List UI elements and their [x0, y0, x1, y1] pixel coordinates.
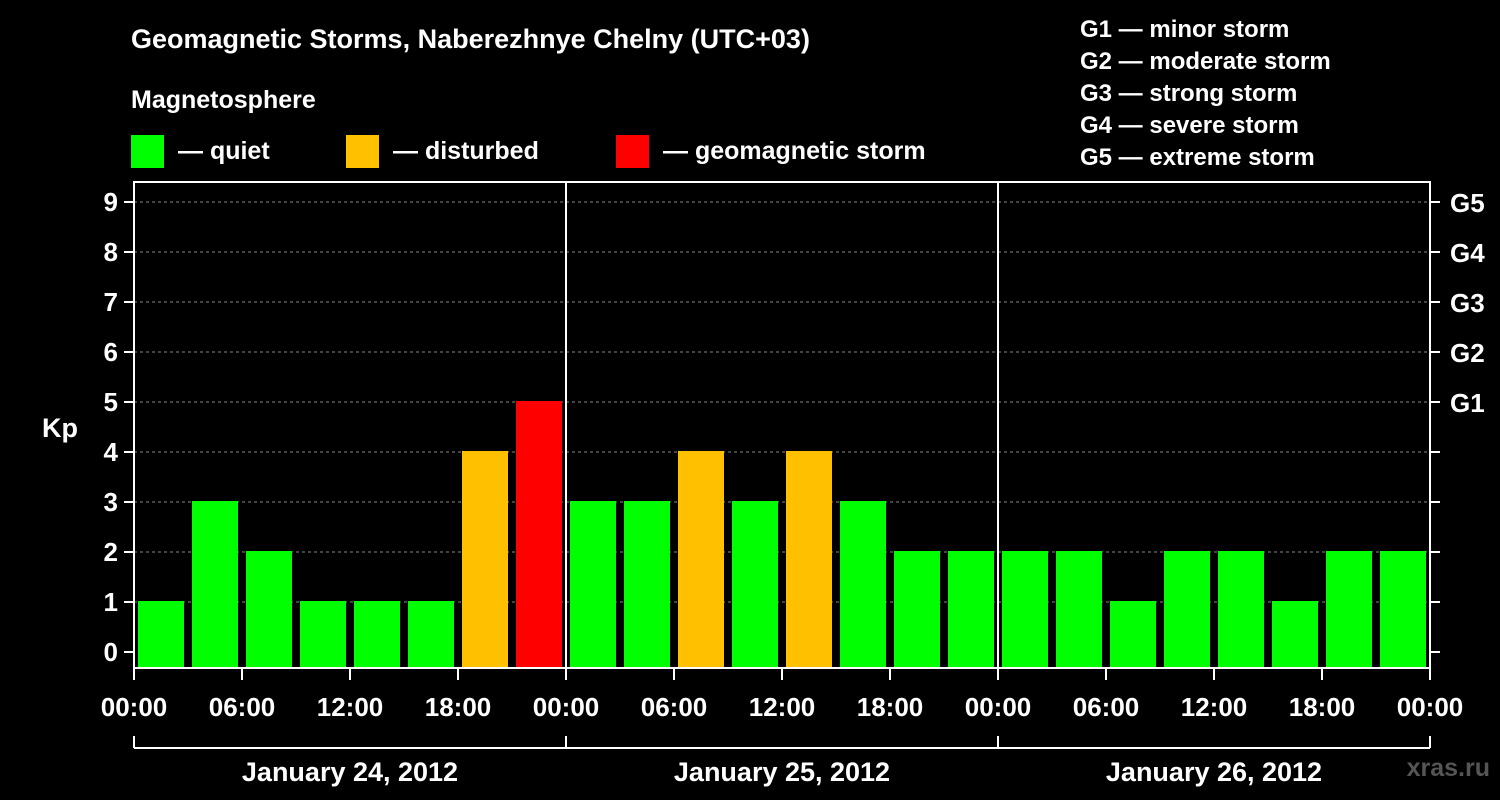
x-tick-label: 18:00 [425, 692, 492, 722]
y-axis-title: Kp [42, 413, 78, 443]
kp-bar [1272, 601, 1318, 668]
y-tick-label: 9 [104, 187, 118, 217]
kp-bar [678, 451, 724, 668]
storm-scale-g5: G5 — extreme storm [1080, 144, 1315, 171]
legend-storm-swatch [616, 134, 649, 168]
y-tick-label: 4 [104, 437, 119, 467]
kp-bar [1380, 551, 1426, 668]
credit-watermark: xras.ru [1406, 754, 1490, 782]
x-tick-label: 00:00 [533, 692, 600, 722]
kp-bar [894, 551, 940, 668]
kp-bar [1326, 551, 1372, 668]
kp-bar [462, 451, 508, 668]
kp-bar [1110, 601, 1156, 668]
grid-lines [134, 201, 1430, 603]
day-label: January 24, 2012 [242, 757, 458, 787]
y-tick-label: 1 [104, 587, 118, 617]
kp-bar [300, 601, 346, 668]
legend-disturbed-label: — disturbed [393, 136, 539, 165]
x-tick-label: 06:00 [1073, 692, 1140, 722]
kp-bar [1218, 551, 1264, 668]
storm-scale-g2: G2 — moderate storm [1080, 48, 1331, 75]
kp-bar [624, 501, 670, 668]
kp-bar [1164, 551, 1210, 668]
y-tick-label: 5 [104, 387, 118, 417]
y-tick-label: 8 [104, 237, 118, 267]
y-tick-label: 7 [104, 287, 118, 317]
legend-quiet-label: — quiet [178, 136, 270, 165]
day-label: January 26, 2012 [1106, 757, 1322, 787]
axis-labels: 0 1 2 3 4 5 6 7 8 9 G1 G2 G3 G4 G5 Kp 00:00 06:00 12:00 18:… [42, 187, 1485, 787]
x-tick-label: 12:00 [1181, 692, 1248, 722]
g-scale-label: G1 [1450, 388, 1485, 418]
storm-scale-g1: G1 — minor storm [1080, 16, 1290, 43]
day-label: January 25, 2012 [674, 757, 890, 787]
x-tick-label: 00:00 [965, 692, 1032, 722]
g-scale-label: G5 [1450, 188, 1485, 218]
x-tick-label: 06:00 [641, 692, 708, 722]
kp-bar [786, 451, 832, 668]
kp-bar [516, 401, 562, 668]
kp-bar [408, 601, 454, 668]
y-tick-label: 2 [104, 537, 118, 567]
x-tick-label: 18:00 [1289, 692, 1356, 722]
kp-bar [192, 501, 238, 668]
g-scale-label: G3 [1450, 288, 1485, 318]
kp-bar [570, 501, 616, 668]
g-scale-label: G4 [1450, 238, 1485, 268]
legend-quiet-swatch [131, 134, 164, 168]
kp-bars [138, 401, 1426, 668]
storm-scale-g4: G4 — severe storm [1080, 112, 1299, 139]
kp-bar [1002, 551, 1048, 668]
storm-scale-g3: G3 — strong storm [1080, 80, 1298, 107]
y-tick-label: 3 [104, 487, 118, 517]
x-tick-label: 00:00 [101, 692, 168, 722]
kp-bar [246, 551, 292, 668]
legend-quiet: — quiet [131, 134, 270, 168]
legend-storm-label: — geomagnetic storm [663, 136, 926, 165]
x-tick-label: 18:00 [857, 692, 924, 722]
x-tick-label: 06:00 [209, 692, 276, 722]
legend-disturbed: — disturbed [346, 134, 539, 168]
chart-title: Geomagnetic Storms, Naberezhnye Chelny (… [131, 24, 810, 54]
y-tick-label: 6 [104, 337, 118, 367]
axes [124, 181, 1440, 749]
x-tick-label: 00:00 [1397, 692, 1464, 722]
g-scale-label: G2 [1450, 338, 1485, 368]
kp-bar [354, 601, 400, 668]
x-tick-label: 12:00 [749, 692, 816, 722]
x-tick-label: 12:00 [317, 692, 384, 722]
legend-disturbed-swatch [346, 134, 379, 168]
kp-bar [732, 501, 778, 668]
kp-bar [1056, 551, 1102, 668]
kp-bar [138, 601, 184, 668]
kp-bar [840, 501, 886, 668]
chart-subtitle: Magnetosphere [131, 86, 316, 114]
y-tick-label: 0 [104, 637, 118, 667]
legend-storm: — geomagnetic storm [616, 134, 926, 168]
storm-scale-list: G1 — minor storm G2 — moderate storm G3 … [1080, 14, 1331, 174]
kp-bar [948, 551, 994, 668]
